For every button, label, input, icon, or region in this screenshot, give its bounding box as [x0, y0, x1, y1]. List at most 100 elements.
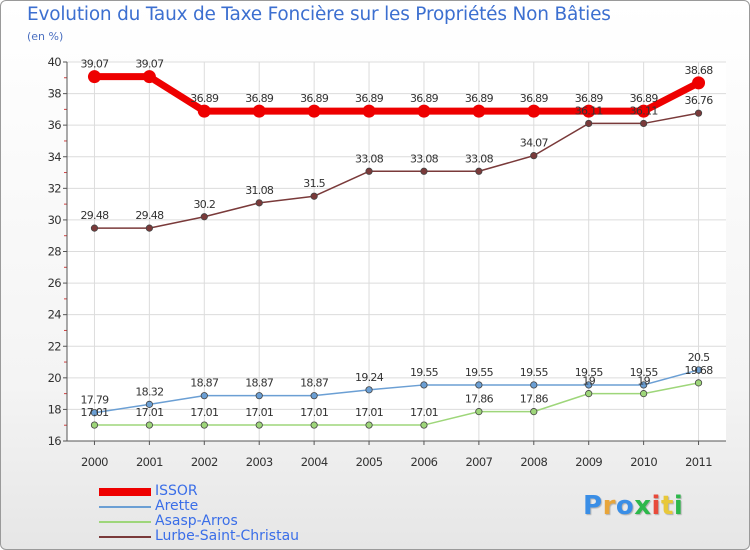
data-label: 18.87 — [300, 377, 329, 390]
y-tick-label: 32 — [48, 181, 62, 195]
logo-letter: P — [583, 491, 603, 521]
y-tick-label: 26 — [48, 276, 62, 290]
data-point — [640, 119, 648, 128]
data-label: 17.01 — [300, 406, 328, 419]
data-label: 17.86 — [520, 393, 549, 406]
y-tick-label: 20 — [48, 371, 62, 385]
series-line-issor — [94, 73, 701, 115]
data-label: 19 — [582, 375, 595, 388]
data-point — [640, 390, 648, 398]
data-point — [585, 119, 593, 128]
x-tick-label: 2003 — [246, 455, 273, 469]
line-chart: 16 18 20 22 24 26 28 30 32 34 36 38 40 2000 2001 2002 20… — [48, 55, 726, 469]
x-tick-label: 2004 — [301, 455, 328, 469]
x-tick-label: 2009 — [575, 455, 602, 469]
data-point — [420, 381, 428, 389]
data-label: 19.55 — [520, 366, 549, 379]
data-point — [692, 76, 706, 90]
data-label: 31.5 — [303, 177, 325, 190]
x-tick-label: 2011 — [685, 455, 712, 469]
y-tick-label: 30 — [48, 213, 62, 227]
data-point — [307, 104, 321, 118]
data-label: 33.08 — [355, 152, 384, 165]
data-point — [362, 104, 376, 118]
data-label: 17.01 — [245, 406, 273, 419]
data-point — [475, 408, 483, 416]
data-point — [365, 421, 373, 429]
data-label: 34.07 — [520, 137, 549, 150]
data-point — [527, 104, 541, 118]
y-tick-label: 18 — [48, 402, 62, 416]
data-label: 18.87 — [245, 377, 274, 390]
data-point — [255, 392, 263, 400]
data-label: 18.87 — [190, 377, 219, 390]
data-point — [90, 421, 99, 429]
y-tick-label: 28 — [48, 245, 62, 259]
data-point — [365, 386, 373, 394]
data-point — [585, 390, 593, 398]
data-label: 36.11 — [575, 104, 603, 117]
logo-letter: i — [673, 491, 684, 521]
data-point — [365, 167, 373, 175]
data-point — [200, 392, 208, 400]
data-point — [694, 366, 703, 374]
data-label: 17.01 — [410, 406, 438, 419]
x-tick-label: 2008 — [520, 455, 547, 469]
data-point — [87, 70, 101, 84]
data-label: 19.55 — [575, 366, 604, 379]
data-label: 36.89 — [630, 92, 659, 105]
data-point — [255, 421, 263, 429]
x-tick-label: 2005 — [356, 455, 383, 469]
data-label: 36.89 — [575, 92, 604, 105]
data-point — [252, 104, 266, 118]
data-point — [530, 381, 538, 389]
data-point — [475, 167, 483, 175]
data-point — [472, 104, 486, 118]
data-label: 17.86 — [465, 393, 494, 406]
logo-letter: r — [602, 491, 616, 521]
legend-swatch — [99, 536, 151, 538]
data-label: 39.07 — [80, 58, 109, 71]
data-point — [640, 381, 648, 389]
legend-label: ISSOR — [155, 483, 198, 499]
data-label: 17.01 — [355, 406, 383, 419]
legend-swatch — [99, 521, 151, 523]
legend-label: Asasp-Arros — [155, 513, 238, 529]
data-point — [530, 408, 538, 416]
y-tick-label: 34 — [48, 150, 62, 164]
data-label: 36.76 — [685, 94, 714, 107]
x-tick-label: 2006 — [411, 455, 438, 469]
data-point — [310, 192, 318, 200]
legend-label: Lurbe-Saint-Christau — [155, 528, 300, 544]
data-label: 33.08 — [410, 152, 439, 165]
data-label: 36.89 — [190, 92, 219, 105]
proxiti-logo: Proxiti — [583, 491, 683, 521]
data-point — [582, 104, 596, 118]
data-label: 33.08 — [465, 152, 494, 165]
unit-label: (en %) — [27, 30, 64, 43]
data-point — [142, 70, 156, 84]
data-label: 20.5 — [688, 351, 710, 364]
y-tick-label: 24 — [48, 308, 62, 322]
y-tick-label: 40 — [48, 55, 62, 69]
series-line-asasp-arros — [94, 382, 699, 426]
x-tick-label: 2002 — [191, 455, 218, 469]
data-label: 19.55 — [630, 366, 659, 379]
data-label: 36.89 — [410, 92, 439, 105]
data-point — [475, 381, 483, 389]
logo-letter: i — [651, 491, 661, 521]
data-label: 39.07 — [135, 58, 164, 71]
chart-title: Evolution du Taux de Taxe Foncière sur l… — [27, 4, 611, 25]
data-label: 30.2 — [193, 198, 215, 211]
data-label: 38.68 — [685, 64, 714, 77]
data-label: 19.55 — [465, 366, 494, 379]
data-label: 19.55 — [410, 366, 439, 379]
logo-letter: o — [615, 491, 635, 521]
legend-swatch — [99, 488, 151, 496]
data-point — [694, 379, 703, 387]
data-label: 36.89 — [520, 92, 549, 105]
x-tick-label: 2000 — [81, 455, 108, 469]
data-point — [694, 109, 703, 117]
series-line-arette — [94, 369, 699, 414]
data-point — [310, 392, 318, 400]
